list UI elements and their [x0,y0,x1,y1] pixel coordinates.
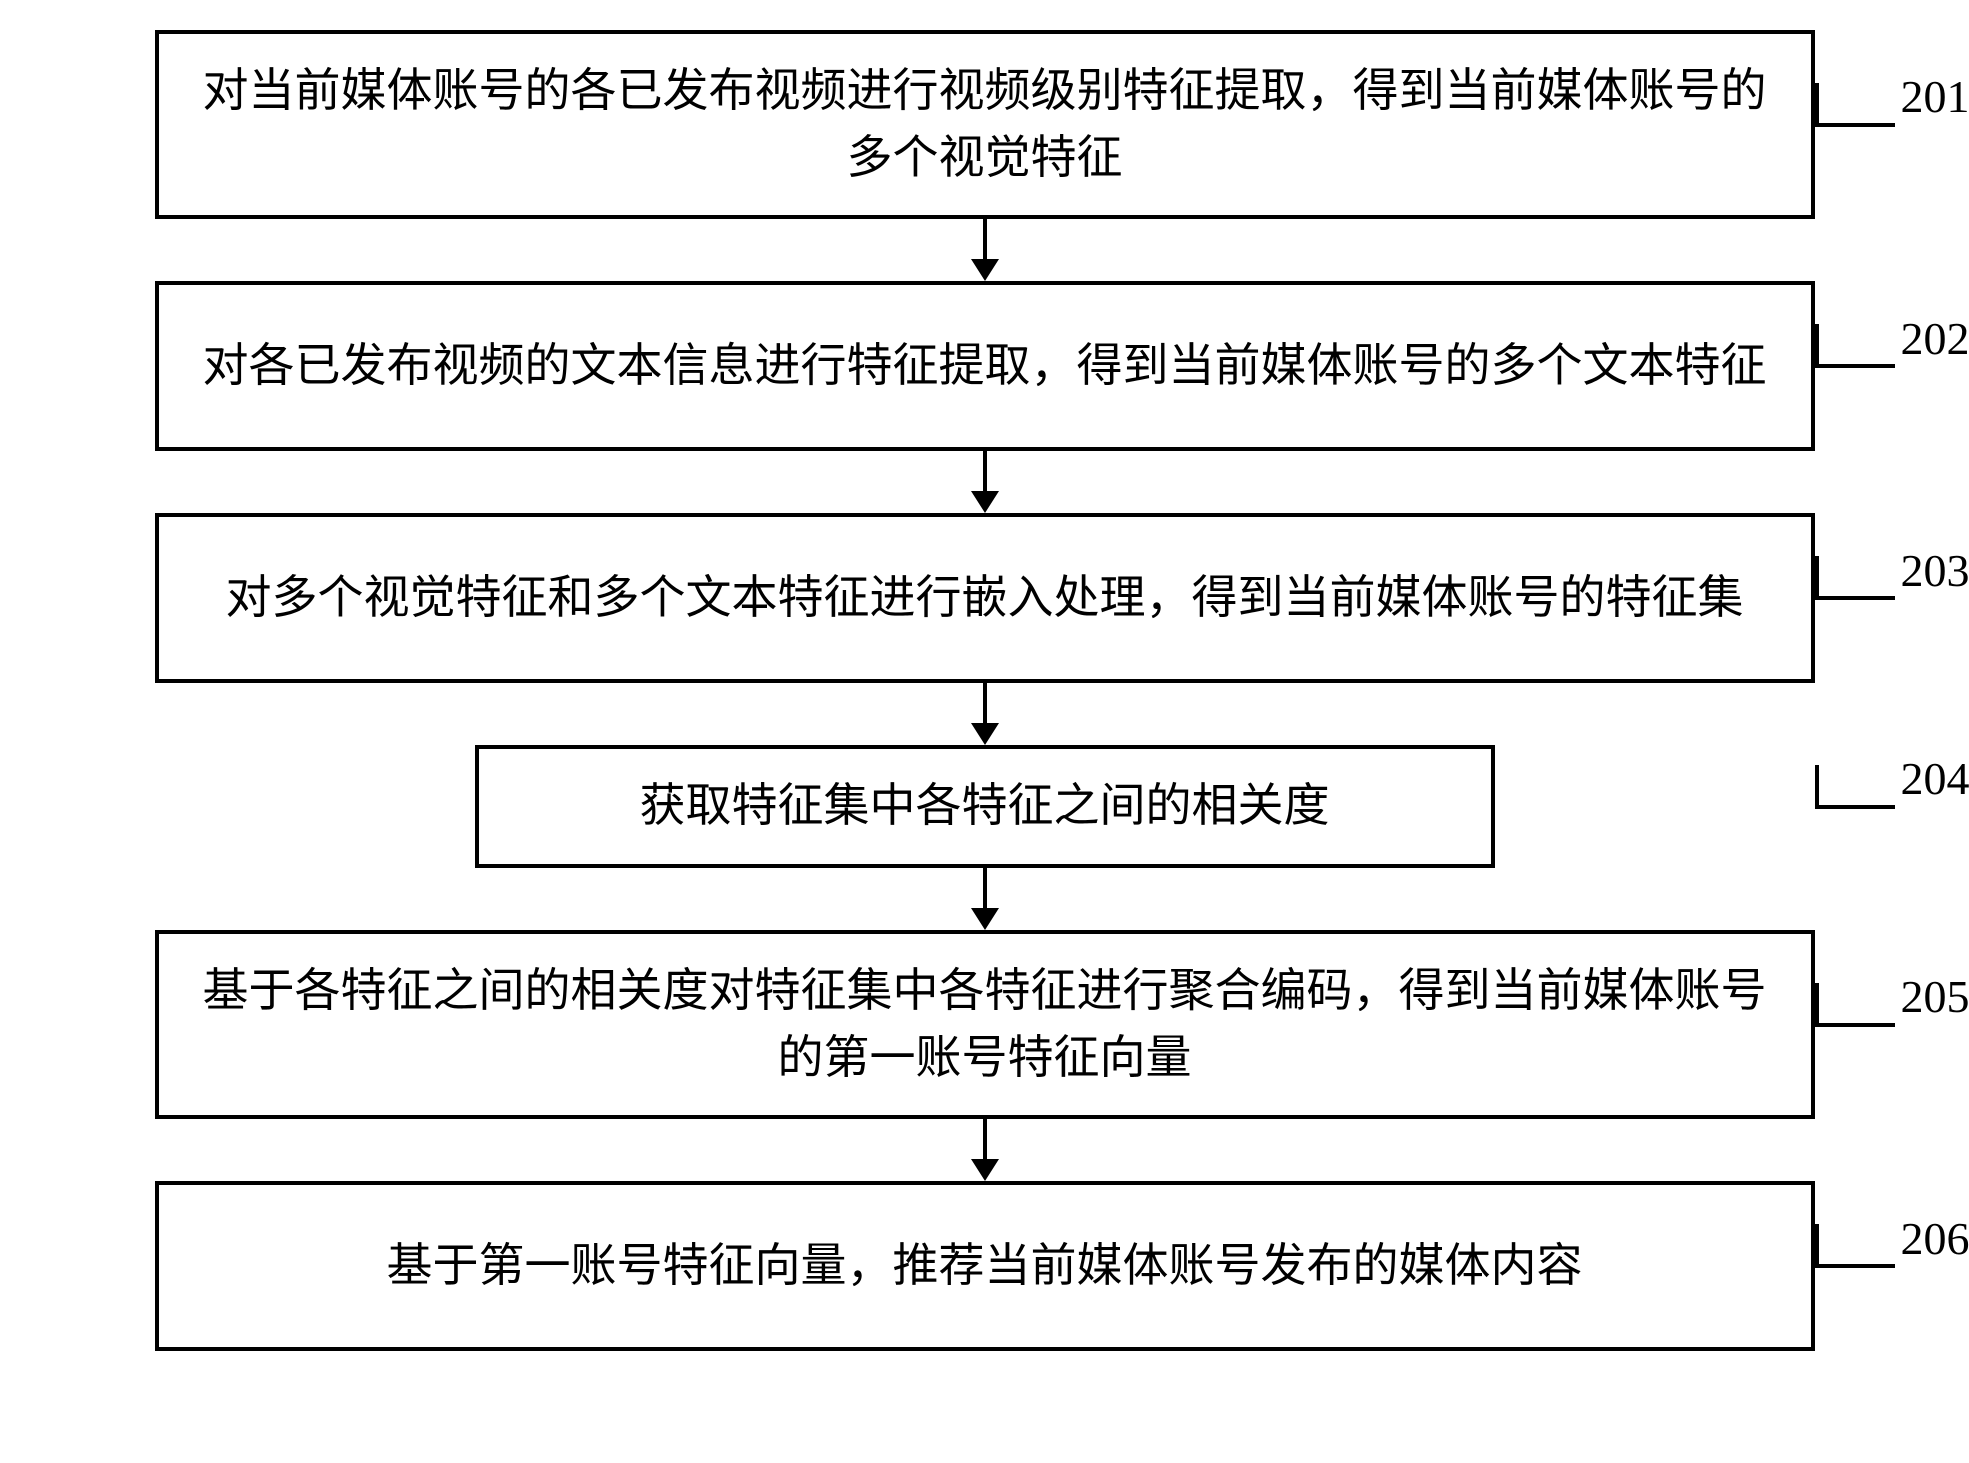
label-tick [1815,1023,1895,1027]
flow-arrow [971,451,999,513]
step-number: 206 [1901,1212,1969,1265]
arrow-line [983,219,987,259]
flow-row: 基于各特征之间的相关度对特征集中各特征进行聚合编码，得到当前媒体账号的第一账号特… [60,930,1909,1119]
step-label: 202 [1815,340,1969,393]
flow-step-box: 获取特征集中各特征之间的相关度 [475,745,1495,868]
flow-step-box: 对多个视觉特征和多个文本特征进行嵌入处理，得到当前媒体账号的特征集 [155,513,1815,683]
step-number: 201 [1901,70,1969,123]
flow-row: 基于第一账号特征向量，推荐当前媒体账号发布的媒体内容 206 [60,1181,1909,1351]
step-label: 201 [1815,98,1969,151]
flow-arrow [971,219,999,281]
flow-step-box: 基于各特征之间的相关度对特征集中各特征进行聚合编码，得到当前媒体账号的第一账号特… [155,930,1815,1119]
step-label: 206 [1815,1240,1969,1293]
flow-arrow [971,1119,999,1181]
arrow-head-icon [971,908,999,930]
step-label: 203 [1815,572,1969,625]
step-label: 204 [1815,780,1969,833]
flow-step-text: 对多个视觉特征和多个文本特征进行嵌入处理，得到当前媒体账号的特征集 [226,565,1744,632]
flow-row: 对多个视觉特征和多个文本特征进行嵌入处理，得到当前媒体账号的特征集 203 [60,513,1909,683]
label-tick [1815,596,1895,600]
flowchart-container: 对当前媒体账号的各已发布视频进行视频级别特征提取，得到当前媒体账号的多个视觉特征… [60,30,1909,1351]
label-tick [1815,123,1895,127]
arrow-head-icon [971,723,999,745]
flow-arrow [971,868,999,930]
flow-step-text: 获取特征集中各特征之间的相关度 [640,773,1330,840]
label-tick [1815,1264,1895,1268]
arrow-head-icon [971,491,999,513]
arrow-line [983,1119,987,1159]
flow-step-text: 基于第一账号特征向量，推荐当前媒体账号发布的媒体内容 [387,1233,1583,1300]
flow-step-text: 基于各特征之间的相关度对特征集中各特征进行聚合编码，得到当前媒体账号的第一账号特… [189,958,1781,1091]
label-tick [1815,364,1895,368]
flow-row: 获取特征集中各特征之间的相关度 204 [60,745,1909,868]
arrow-line [983,868,987,908]
label-tick [1815,805,1895,809]
flow-row: 对各已发布视频的文本信息进行特征提取，得到当前媒体账号的多个文本特征 202 [60,281,1909,451]
flow-step-text: 对当前媒体账号的各已发布视频进行视频级别特征提取，得到当前媒体账号的多个视觉特征 [189,58,1781,191]
flow-row: 对当前媒体账号的各已发布视频进行视频级别特征提取，得到当前媒体账号的多个视觉特征… [60,30,1909,219]
step-number: 205 [1901,970,1969,1023]
flow-step-text: 对各已发布视频的文本信息进行特征提取，得到当前媒体账号的多个文本特征 [203,333,1767,400]
flow-step-box: 对各已发布视频的文本信息进行特征提取，得到当前媒体账号的多个文本特征 [155,281,1815,451]
flow-step-box: 基于第一账号特征向量，推荐当前媒体账号发布的媒体内容 [155,1181,1815,1351]
arrow-line [983,451,987,491]
step-number: 203 [1901,544,1969,597]
arrow-head-icon [971,1159,999,1181]
flow-step-box: 对当前媒体账号的各已发布视频进行视频级别特征提取，得到当前媒体账号的多个视觉特征 [155,30,1815,219]
flow-arrow [971,683,999,745]
step-number: 204 [1901,752,1969,805]
step-label: 205 [1815,998,1969,1051]
step-number: 202 [1901,312,1969,365]
arrow-head-icon [971,259,999,281]
arrow-line [983,683,987,723]
